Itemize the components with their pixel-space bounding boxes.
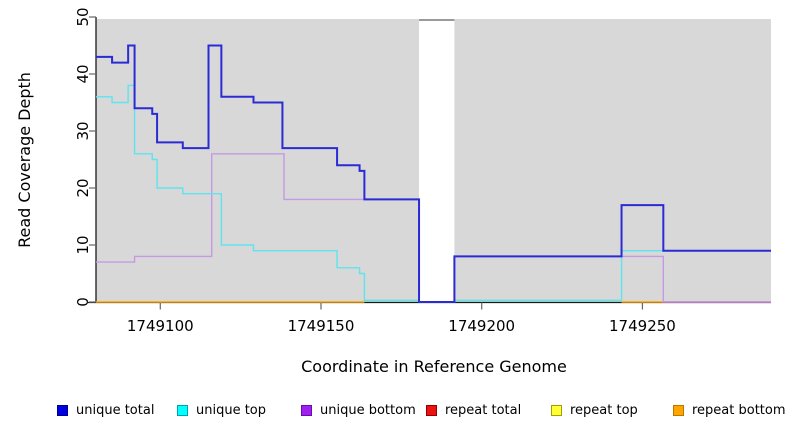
x-axis-title: Coordinate in Reference Genome [301,357,567,376]
y-tick-label: 40 [74,64,92,83]
y-tick-label: 0 [74,297,92,307]
legend-item-repeat-bottom: repeat bottom [673,402,786,418]
legend-label: repeat bottom [692,402,786,418]
legend-swatch [177,404,188,416]
y-tick-label: 50 [74,7,92,26]
y-tick-label: 30 [74,121,92,140]
y-tick-label: 20 [74,178,92,197]
x-tick-label: 1749200 [448,317,515,335]
y-tick-label: 10 [74,235,92,254]
legend-item-repeat-top: repeat top [551,402,638,418]
legend-label: unique total [76,402,155,418]
legend-item-unique-top: unique top [177,402,266,418]
x-tick-label: 1749250 [609,317,676,335]
legend-swatch [426,404,437,416]
series-unique-total [96,44,771,303]
x-tick-label: 1749100 [127,317,194,335]
plot-layers: 0 10 20 30 40 50 1749100 1749150 1749200 1749250 [74,7,771,335]
legend-swatch [673,404,684,416]
y-axis-title: Read Coverage Depth [15,72,34,248]
legend-label: unique bottom [320,402,416,418]
legend-label: unique top [196,402,267,418]
legend-label: repeat top [570,402,638,418]
coverage-gap-band [419,19,455,302]
legend-item-unique-total: unique total [57,402,154,418]
chart-legend: unique total unique top unique bottom repea… [0,399,792,425]
x-tick-label: 1749150 [288,317,355,335]
legend-item-unique-bottom: unique bottom [301,402,416,418]
legend-swatch [551,404,562,416]
legend-item-repeat-total: repeat total [426,402,521,418]
legend-swatch [57,404,68,416]
series-unique-bottom [96,153,771,303]
legend-label: repeat total [445,402,522,418]
legend-swatch [301,404,312,416]
